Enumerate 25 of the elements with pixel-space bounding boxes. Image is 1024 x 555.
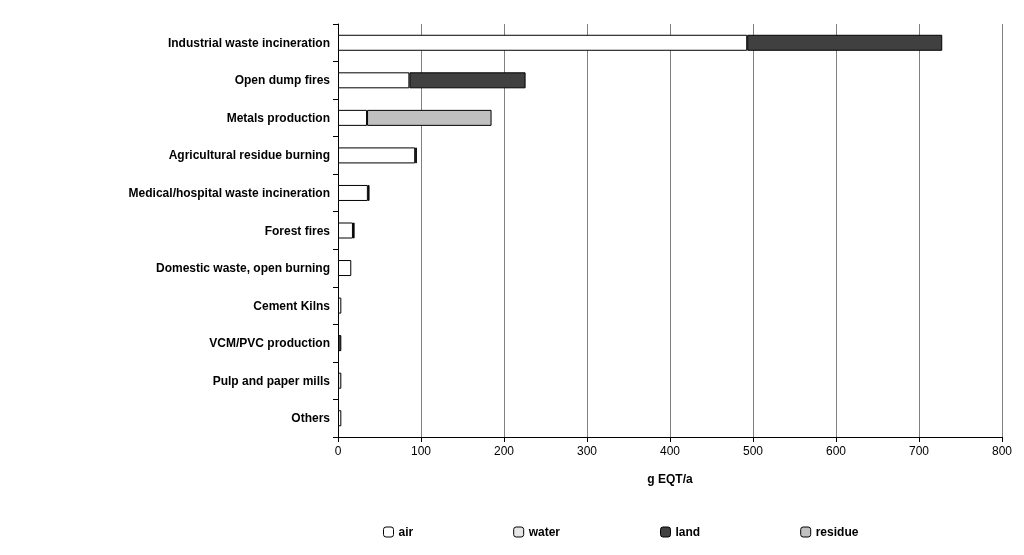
y-tick-label: Pulp and paper mills — [212, 373, 331, 388]
x-tick-label: 0 — [334, 444, 342, 458]
y-tick-label: Cement Kilns — [253, 298, 331, 313]
x-tick-label: 400 — [659, 444, 681, 458]
x-tick-label: 500 — [742, 444, 764, 458]
y-tick-label: Others — [291, 411, 331, 426]
y-tick-label: Forest fires — [264, 223, 331, 238]
y-tick-label: Metals production — [226, 110, 330, 125]
y-tick-label: Industrial waste incineration — [167, 35, 330, 50]
y-tick-label: VCM/PVC production — [209, 336, 330, 351]
legend-label: land — [675, 525, 701, 539]
y-tick-label: Open dump fires — [234, 73, 331, 88]
x-tick-label: 100 — [410, 444, 432, 458]
x-tick-label: 300 — [576, 444, 598, 458]
y-tick-label: Agricultural residue burning — [168, 148, 330, 163]
legend-label: air — [398, 525, 414, 539]
x-tick-label: 200 — [493, 444, 515, 458]
x-tick-label: 800 — [991, 444, 1013, 458]
legend-label: residue — [815, 525, 859, 539]
y-tick-label: Domestic waste, open burning — [155, 261, 330, 276]
legend-label: water — [527, 525, 561, 539]
x-tick-label: 700 — [908, 444, 930, 458]
x-tick-label: 600 — [825, 444, 847, 458]
y-tick-label: Medical/hospital waste incineration — [128, 185, 330, 200]
x-axis-title: g EQT/a — [647, 472, 693, 486]
